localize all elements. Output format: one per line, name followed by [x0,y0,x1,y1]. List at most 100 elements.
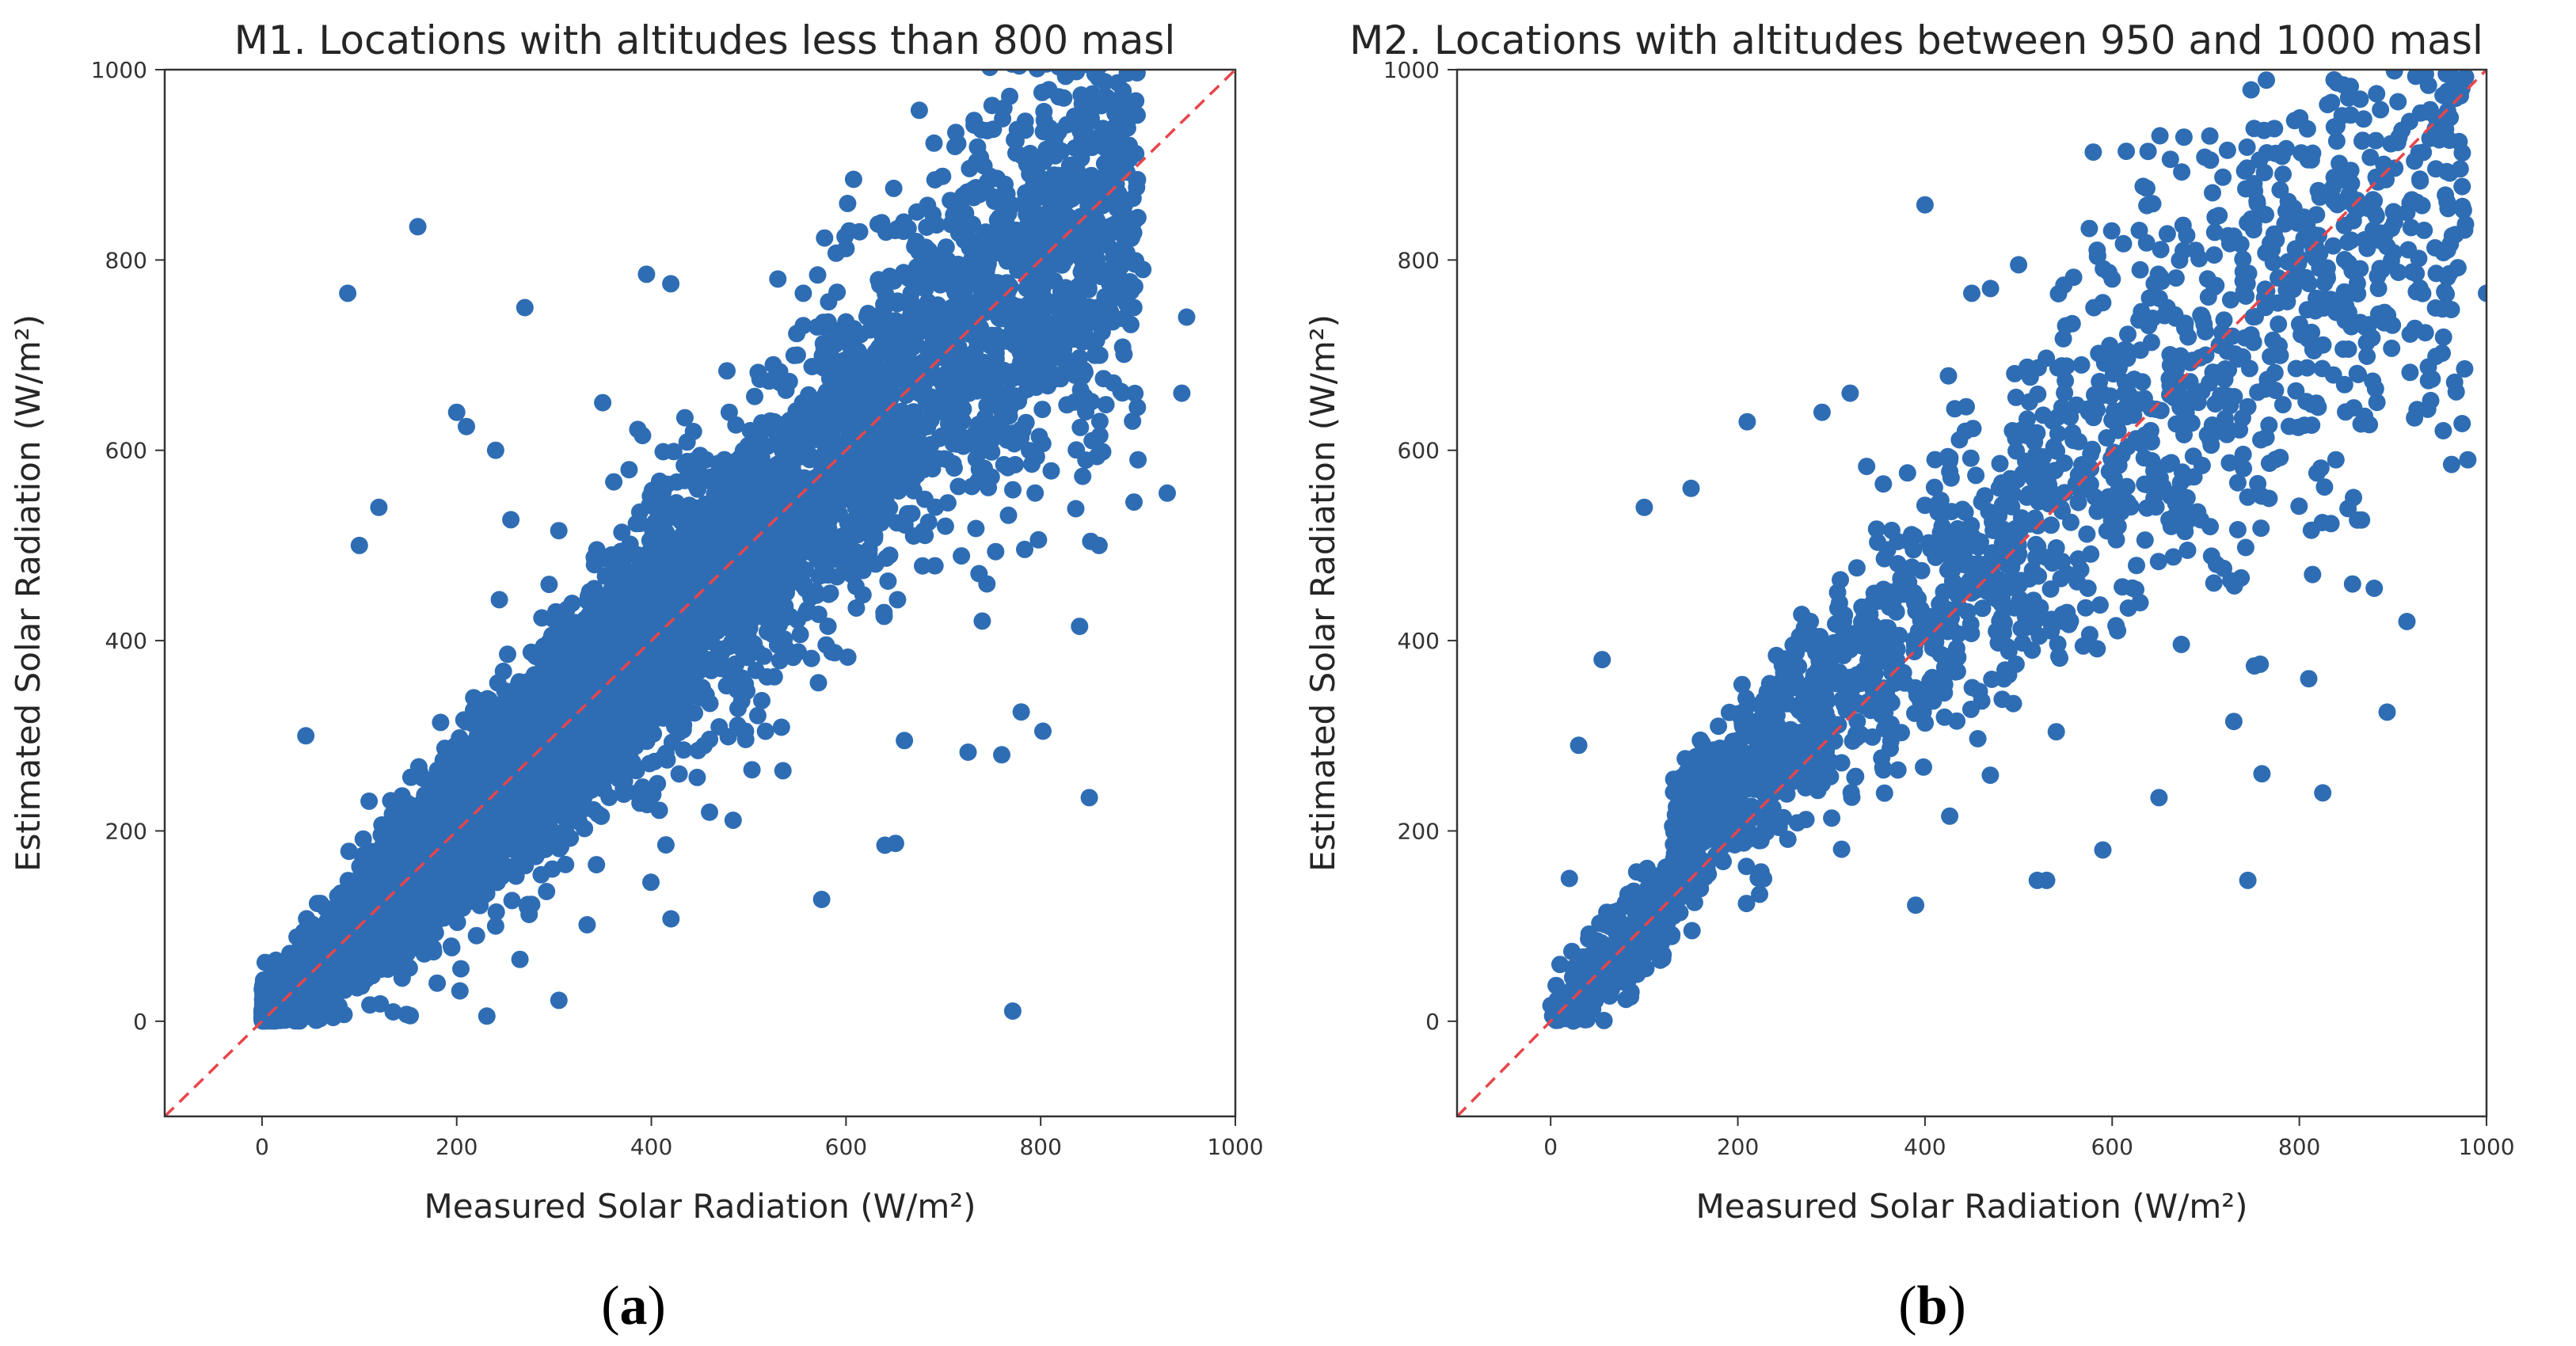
data-point [1034,722,1052,740]
data-point [634,427,652,445]
data-point [1087,331,1105,349]
data-point [914,557,931,575]
data-point [1094,120,1112,138]
data-point [360,792,379,810]
data-point [743,761,761,779]
data-point [775,630,793,648]
data-point [756,722,774,740]
data-point [630,560,648,578]
data-point [1042,462,1060,480]
data-point [989,423,1007,440]
data-point [809,674,828,692]
data-point [382,792,400,810]
data-point [1071,418,1090,436]
data-point [627,784,645,802]
data-point [1050,70,1067,76]
data-point [1100,0,1117,15]
data-point [1128,70,1146,82]
data-point [384,1003,402,1021]
data-point [925,134,943,152]
data-point [615,785,633,804]
data-point [503,892,521,910]
data-point [589,805,607,823]
data-point [588,856,606,874]
data-point [869,271,888,289]
data-point [1055,89,1073,107]
data-point [1090,346,1109,364]
data-point [959,743,977,761]
data-point [999,506,1018,524]
data-point [969,472,987,490]
data-point [1126,384,1144,402]
data-point [774,762,792,780]
data-point [1124,412,1142,430]
data-point [935,349,953,367]
data-point [772,718,790,736]
data-point [1021,442,1038,460]
data-point [802,588,820,606]
data-point [859,304,877,322]
data-point [1128,172,1146,190]
data-point [340,842,358,861]
data-point [656,836,675,854]
data-point [1128,398,1147,416]
data-point [975,157,993,175]
data-point [1007,314,1025,332]
data-point [1067,500,1085,518]
data-point [1007,144,1025,162]
data-point [746,387,763,405]
data-point [758,667,776,686]
data-point [844,170,862,188]
data-point [949,477,968,496]
data-point [1089,0,1106,6]
data-point [1083,0,1101,4]
data-point [945,459,963,477]
data-point [605,473,623,491]
data-point [741,421,759,439]
data-point [451,982,469,1000]
data-point [1028,70,1046,78]
data-point [885,272,903,290]
data-point [794,284,812,302]
data-point [970,565,988,583]
data-point [927,498,945,516]
data-point [354,830,372,848]
data-point [910,101,928,120]
data-point [452,960,470,978]
data-point [879,572,897,590]
data-point [839,648,857,666]
data-point [631,515,649,533]
data-point [490,591,508,609]
data-point [875,603,893,622]
data-point [688,768,706,786]
data-point [1122,146,1140,164]
data-point [540,576,558,594]
data-point [809,605,828,623]
data-point [724,812,742,829]
data-point [850,222,869,241]
data-point [953,547,971,565]
data-point [885,179,903,197]
data-point [946,283,965,302]
data-point [749,363,767,382]
data-point [966,343,984,361]
data-point [851,325,869,344]
data-point [1067,441,1086,459]
data-point [1058,396,1076,414]
data-point [1113,338,1132,356]
data-point [820,293,838,311]
data-point [967,519,985,538]
data-point [1066,107,1083,125]
data-point [499,645,516,663]
data-point [837,313,855,331]
scatter-panel-a: M1. Locations with altitudes less than 8… [9,0,1264,1336]
data-point [1094,443,1112,461]
data-point [788,325,806,343]
chart-title: M1. Locations with altitudes less than 8… [234,17,1176,63]
data-point [1097,396,1115,414]
points-layer [253,0,1196,1030]
data-point [1056,0,1074,17]
data-point [1074,467,1092,485]
data-point [1104,308,1122,326]
